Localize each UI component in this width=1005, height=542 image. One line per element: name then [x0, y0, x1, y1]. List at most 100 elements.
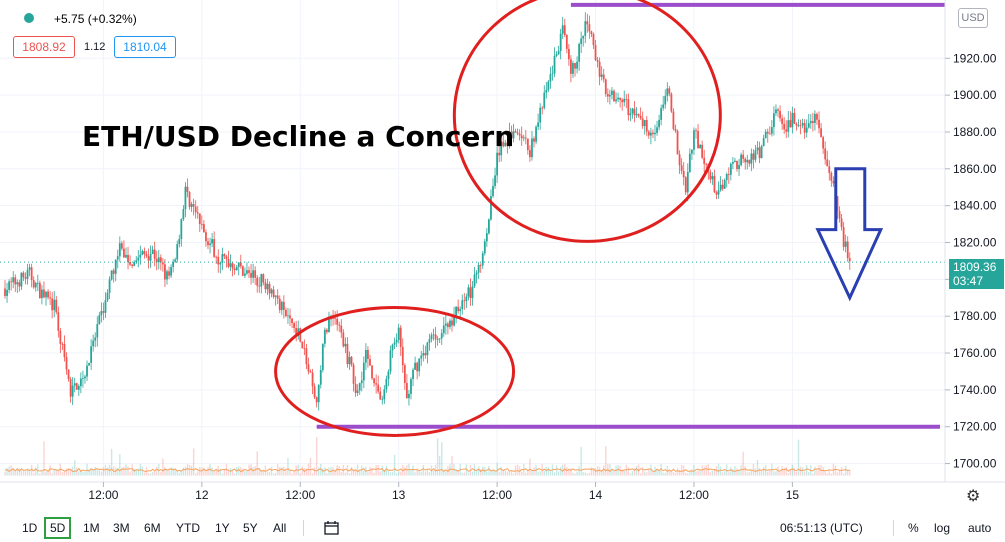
- volume-bar: [104, 464, 107, 476]
- volume-bar: [605, 446, 607, 476]
- volume-bar: [340, 471, 342, 476]
- candle-body: [820, 128, 822, 138]
- sell-price-button[interactable]: 1808.92: [13, 36, 75, 58]
- candle-body: [338, 324, 341, 326]
- candle-body: [725, 173, 728, 181]
- volume-bar: [98, 470, 101, 476]
- volume-bar: [334, 470, 336, 476]
- volume-bar: [51, 473, 53, 476]
- candle-body: [20, 272, 23, 287]
- candle-body: [551, 73, 554, 75]
- volume-bar: [354, 469, 357, 476]
- consolidation-circle: [274, 305, 516, 437]
- candle-body: [567, 48, 570, 60]
- volume-bar: [74, 460, 76, 476]
- auto-scale-toggle[interactable]: auto: [968, 521, 992, 535]
- range-all-button[interactable]: All: [273, 521, 287, 535]
- candle-body: [289, 315, 291, 319]
- y-tick-label: 1720.00: [953, 420, 997, 434]
- candle-body: [797, 125, 800, 127]
- volume-bar: [724, 471, 726, 476]
- range-5d-button[interactable]: 5D: [44, 517, 72, 539]
- volume-bar: [457, 470, 459, 476]
- candle-body: [457, 306, 460, 312]
- range-1m-button[interactable]: 1M: [83, 521, 100, 535]
- volume-bar: [779, 471, 781, 476]
- range-3m-button[interactable]: 3M: [113, 521, 130, 535]
- candle-body: [754, 150, 757, 160]
- candle-body: [319, 369, 322, 385]
- volume-bar: [76, 467, 78, 476]
- candle-body: [157, 257, 160, 263]
- volume-bar: [756, 459, 759, 476]
- candle-body: [717, 190, 720, 195]
- range-1d-button[interactable]: 1D: [22, 521, 38, 535]
- candle-body: [28, 267, 31, 270]
- volume-bar: [293, 471, 295, 476]
- candle-body: [346, 343, 349, 365]
- candle-body: [785, 129, 788, 132]
- candle-body: [666, 88, 669, 96]
- price-chart[interactable]: 1700.001720.001740.001760.001780.001800.…: [0, 0, 1005, 514]
- currency-label[interactable]: USD: [958, 8, 988, 28]
- candle-body: [832, 180, 835, 184]
- volume-bar: [381, 465, 383, 476]
- volume-bar: [426, 469, 429, 476]
- volume-bar: [559, 466, 562, 476]
- range-5y-button[interactable]: 5Y: [243, 521, 258, 535]
- volume-bar: [588, 473, 591, 476]
- candle-body: [787, 120, 790, 132]
- utc-clock[interactable]: 06:51:13 (UTC): [780, 521, 863, 535]
- candlestick-series: [4, 12, 851, 411]
- candle-body: [176, 244, 179, 260]
- candle-body: [449, 320, 451, 327]
- candle-body: [463, 300, 466, 302]
- volume-bar: [646, 472, 648, 476]
- volume-bar: [443, 471, 445, 476]
- time-axis[interactable]: 12:00 12 12:00 13 12:00 14 12:00 15: [88, 482, 799, 502]
- plot-area[interactable]: [0, 0, 945, 482]
- volume-bar: [90, 469, 92, 476]
- volume-bar: [281, 467, 283, 476]
- x-tick-label: 12:00: [482, 488, 512, 502]
- volume-bar: [363, 470, 365, 476]
- volume-bar: [732, 469, 734, 476]
- candle-body: [547, 81, 550, 90]
- log-scale-toggle[interactable]: log: [934, 521, 951, 535]
- candle-body: [229, 263, 232, 267]
- volume-bar: [12, 467, 14, 476]
- volume-bar: [174, 470, 176, 476]
- volume-bar: [516, 464, 519, 476]
- range-6m-button[interactable]: 6M: [144, 521, 161, 535]
- calendar-range-icon[interactable]: [323, 520, 341, 536]
- volume-bar: [533, 467, 535, 476]
- toolbar-divider-2: [893, 520, 894, 536]
- candle-body: [8, 281, 11, 290]
- candle-body: [465, 296, 468, 302]
- range-ytd-button[interactable]: YTD: [176, 521, 200, 535]
- buy-price-button[interactable]: 1810.04: [114, 36, 176, 58]
- candle-body: [207, 241, 209, 246]
- volume-bar: [422, 465, 424, 476]
- candle-body: [188, 192, 191, 207]
- volume-bar: [133, 468, 135, 476]
- gear-icon[interactable]: ⚙: [966, 488, 981, 505]
- candle-body: [563, 25, 566, 36]
- candle-body: [643, 119, 646, 127]
- volume-bar: [37, 464, 39, 476]
- candle-body: [65, 357, 68, 370]
- candle-body: [570, 59, 572, 74]
- candle-body: [615, 99, 617, 102]
- percent-scale-toggle[interactable]: %: [908, 521, 919, 535]
- volume-bar: [545, 467, 548, 476]
- volume-bar: [826, 473, 828, 476]
- volume-bar: [623, 470, 625, 476]
- volume-bar: [352, 469, 355, 476]
- range-1y-button[interactable]: 1Y: [215, 521, 230, 535]
- candle-body: [129, 262, 131, 265]
- volume-bar: [221, 473, 224, 476]
- candle-body: [410, 379, 412, 394]
- candle-body: [617, 97, 619, 100]
- candle-body: [559, 33, 562, 52]
- y-tick-label: 1920.00: [953, 51, 997, 65]
